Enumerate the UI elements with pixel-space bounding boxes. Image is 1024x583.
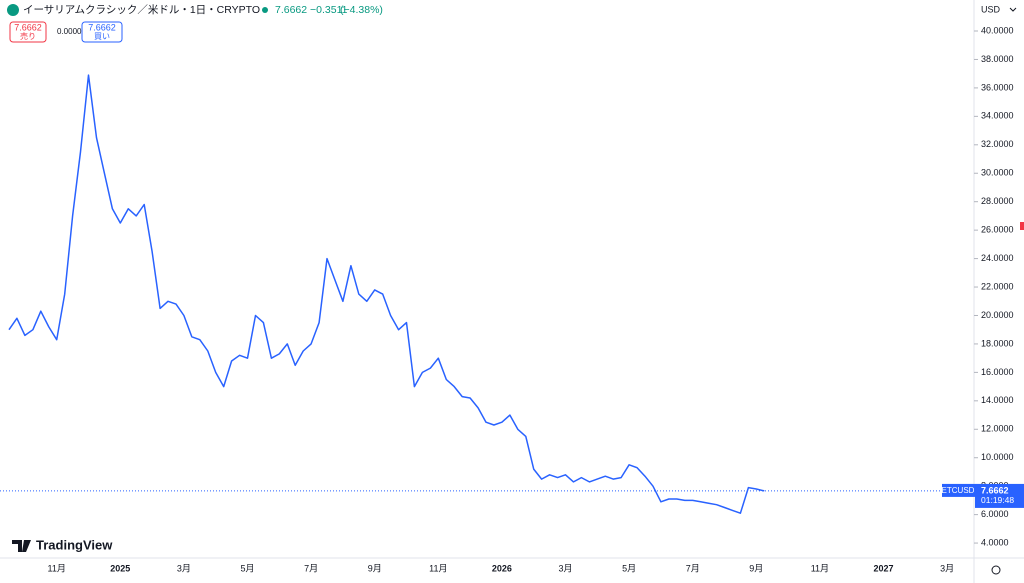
price-label-bg [975,483,1024,508]
sell-price[interactable]: 7.6662 [14,22,42,32]
y-tick-label: 22.0000 [981,281,1014,291]
symbol-title: イーサリアムクラシック／米ドル・1日・CRYPTO [23,3,260,16]
x-tick-label: 7月 [686,563,700,573]
logo-text: TradingView [36,537,113,552]
x-tick-label: 11月 [429,563,447,573]
y-tick-label: 38.0000 [981,54,1014,64]
x-tick-label: 3月 [177,563,191,573]
y-tick-label: 6.0000 [981,509,1009,519]
currency-caret[interactable] [1009,7,1017,12]
y-tick-label: 24.0000 [981,253,1014,263]
symbol-label: ETCUSD [942,486,975,495]
y-tick-label: 30.0000 [981,168,1014,178]
y-tick-label: 34.0000 [981,111,1014,121]
live-dot [262,7,268,13]
symbol-label-bg [942,483,975,497]
x-tick-label: 2025 [110,563,130,573]
y-tick-label: 14.0000 [981,395,1014,405]
price-line [8,74,765,514]
countdown-label: 01:19:48 [981,495,1014,505]
change-pct: (−4.38%) [340,4,383,16]
buy-price[interactable]: 7.6662 [88,22,116,32]
x-tick-label: 2027 [873,563,893,573]
buy-label[interactable]: 買い [94,32,110,41]
price-label: 7.6662 [981,485,1009,495]
last-price: 7.6662 [275,4,307,16]
change: −0.3511 [310,4,348,16]
y-tick-label: 18.0000 [981,338,1014,348]
x-tick-label: 9月 [749,563,763,573]
x-tick-label: 7月 [304,563,318,573]
y-tick-label: 32.0000 [981,139,1014,149]
logo-mark [12,540,31,552]
y-tick-label: 12.0000 [981,424,1014,434]
side-marker [1020,222,1024,230]
buy-button[interactable] [81,21,123,43]
sell-label[interactable]: 売り [20,31,36,41]
x-tick-label: 11月 [811,563,829,573]
y-tick-label: 20.0000 [981,310,1014,320]
y-tick-label: 28.0000 [981,196,1014,206]
x-tick-label: 3月 [940,563,954,573]
currency[interactable]: USD [981,4,1001,14]
x-tick-label: 5月 [240,563,254,573]
y-tick-label: 16.0000 [981,367,1014,377]
x-tick-label: 3月 [558,563,572,573]
x-tick-label: 9月 [368,563,382,573]
x-tick-label: 11月 [48,563,66,573]
y-tick-label: 40.0000 [981,25,1014,35]
y-tick-label: 26.0000 [981,225,1014,235]
spread: 0.0000 [57,27,82,36]
y-tick-label: 4.0000 [981,537,1009,547]
x-tick-label: 5月 [622,563,636,573]
y-tick-label: 10.0000 [981,452,1014,462]
y-tick-label: 36.0000 [981,82,1014,92]
status-icon [7,4,19,16]
sell-button[interactable] [9,21,47,43]
x-tick-label: 2026 [492,563,512,573]
settings-icon[interactable] [991,565,1001,575]
